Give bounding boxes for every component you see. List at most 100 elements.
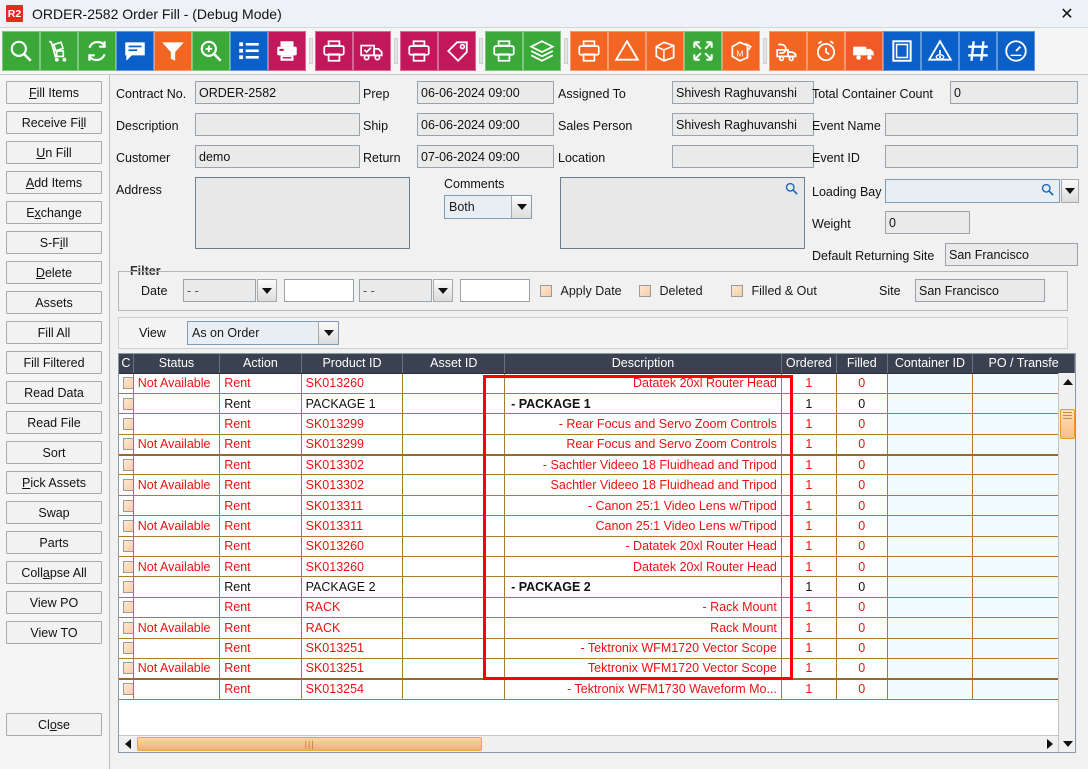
sidebar-item-un-fill[interactable]: Un Fill: [6, 141, 102, 164]
sidebar-item-pick-assets[interactable]: Pick Assets: [6, 471, 102, 494]
table-row[interactable]: Rent SK013311 - Canon 25:1 Video Lens w/Tr…: [119, 495, 1075, 517]
vertical-scroll-thumb[interactable]: [1060, 409, 1075, 439]
loading-bay-chevron-down-icon[interactable]: [1061, 179, 1079, 203]
weight-input[interactable]: 0: [885, 211, 970, 234]
vertical-scrollbar[interactable]: [1058, 373, 1075, 752]
scroll-down-icon[interactable]: [1059, 735, 1075, 752]
sidebar-item-exchange[interactable]: Exchange: [6, 201, 102, 224]
search-icon[interactable]: [1040, 182, 1059, 200]
scroll-right-icon[interactable]: [1041, 735, 1058, 752]
book-icon[interactable]: [883, 31, 921, 71]
date-from-chevron-down-icon[interactable]: [257, 279, 277, 302]
expand-arrows-icon[interactable]: [684, 31, 722, 71]
row-checkbox[interactable]: [119, 576, 134, 598]
refresh-icon[interactable]: [78, 31, 116, 71]
total-container-count-input[interactable]: 0: [950, 81, 1078, 104]
layers-icon[interactable]: [523, 31, 561, 71]
table-row[interactable]: Not Available Rent SK013251 Tektronix WFM17…: [119, 658, 1075, 680]
table-row[interactable]: Not Available Rent RACK Rack Mount 1 0: [119, 617, 1075, 639]
row-checkbox[interactable]: [119, 658, 134, 680]
row-checkbox[interactable]: [119, 373, 134, 394]
table-row[interactable]: Not Available Rent SK013299 Rear Focus and …: [119, 434, 1075, 456]
print-warning-icon[interactable]: [570, 31, 608, 71]
close-icon[interactable]: ✕: [1060, 6, 1074, 23]
sidebar-item-view-po[interactable]: View PO: [6, 591, 102, 614]
customer-input[interactable]: demo: [195, 145, 360, 168]
table-row[interactable]: Rent SK013254 - Tektronix WFM1730 Waveform…: [119, 678, 1075, 700]
gauge-icon[interactable]: [997, 31, 1035, 71]
comments-textarea[interactable]: [560, 177, 805, 249]
box-manifest-icon[interactable]: M: [722, 31, 760, 71]
box-open-icon[interactable]: [646, 31, 684, 71]
scroll-up-icon[interactable]: [1059, 373, 1075, 390]
date-from-input[interactable]: - -: [183, 279, 256, 302]
table-row[interactable]: Rent SK013302 - Sachtler Videeo 18 Fluidhe…: [119, 454, 1075, 476]
sidebar-item-fill-filtered[interactable]: Fill Filtered: [6, 351, 102, 374]
row-checkbox[interactable]: [119, 515, 134, 537]
location-input[interactable]: [672, 145, 814, 168]
column-header-product-id[interactable]: Product ID: [301, 354, 404, 374]
row-checkbox[interactable]: [119, 495, 134, 517]
sidebar-item-s-fill[interactable]: S-Fill: [6, 231, 102, 254]
loading-bay-select[interactable]: [885, 179, 1060, 203]
sidebar-item-read-file[interactable]: Read File: [6, 411, 102, 434]
hash-icon[interactable]: [959, 31, 997, 71]
horizontal-scrollbar[interactable]: |||: [119, 735, 1058, 752]
sidebar-item-collapse-all[interactable]: Collapse All: [6, 561, 102, 584]
sidebar-item-receive-fill[interactable]: Receive Fill: [6, 111, 102, 134]
row-checkbox[interactable]: [119, 454, 134, 476]
column-header-filled[interactable]: Filled: [836, 354, 888, 374]
checkbox-box[interactable]: [731, 285, 743, 297]
site-input[interactable]: San Francisco: [915, 279, 1045, 302]
time-to-input[interactable]: [460, 279, 530, 302]
address-textarea[interactable]: [195, 177, 410, 249]
column-header-po-transfer[interactable]: PO / Transfe: [972, 354, 1075, 374]
column-header-action[interactable]: Action: [219, 354, 302, 374]
sales-person-input[interactable]: Shivesh Raghuvanshi: [672, 113, 814, 136]
table-row[interactable]: Not Available Rent SK013260 Datatek 20xl Ro…: [119, 373, 1075, 394]
description-input[interactable]: [195, 113, 360, 136]
table-row[interactable]: Rent SK013251 - Tektronix WFM1720 Vector S…: [119, 638, 1075, 659]
row-checkbox[interactable]: [119, 597, 134, 619]
event-id-input[interactable]: [885, 145, 1078, 168]
sidebar-item-assets[interactable]: Assets: [6, 291, 102, 314]
column-header-ordered[interactable]: Ordered: [781, 354, 837, 374]
table-row[interactable]: Not Available Rent SK013311 Canon 25:1 Vide…: [119, 515, 1075, 537]
ship-input[interactable]: 06-06-2024 09:00: [417, 113, 554, 136]
contract-no-input[interactable]: ORDER-2582: [195, 81, 360, 104]
row-checkbox[interactable]: [119, 393, 134, 415]
truck-return-icon[interactable]: [769, 31, 807, 71]
warning-triangle-icon[interactable]: [608, 31, 646, 71]
comment-icon[interactable]: [116, 31, 154, 71]
assigned-to-input[interactable]: Shivesh Raghuvanshi: [672, 81, 814, 104]
event-name-input[interactable]: [885, 113, 1078, 136]
prep-input[interactable]: 06-06-2024 09:00: [417, 81, 554, 104]
default-returning-site-input[interactable]: San Francisco: [945, 243, 1078, 266]
delivery-cart-icon[interactable]: [40, 31, 78, 71]
table-row[interactable]: Not Available Rent SK013260 Datatek 20xl Ro…: [119, 556, 1075, 578]
print-ticket-icon[interactable]: [315, 31, 353, 71]
row-checkbox[interactable]: [119, 556, 134, 578]
row-checkbox[interactable]: [119, 638, 134, 659]
apply-date-checkbox[interactable]: Apply Date: [540, 284, 622, 298]
time-from-input[interactable]: [284, 279, 354, 302]
filled-out-checkbox[interactable]: Filled & Out: [731, 284, 817, 298]
row-checkbox[interactable]: [119, 617, 134, 639]
column-header-description[interactable]: Description: [504, 354, 782, 374]
sidebar-item-swap[interactable]: Swap: [6, 501, 102, 524]
sidebar-item-sort[interactable]: Sort: [6, 441, 102, 464]
row-checkbox[interactable]: [119, 434, 134, 456]
filter-icon[interactable]: [154, 31, 192, 71]
chevron-down-icon[interactable]: [318, 322, 338, 344]
zoom-in-icon[interactable]: [192, 31, 230, 71]
chevron-down-icon[interactable]: [511, 196, 531, 218]
items-grid[interactable]: C Status Action Product ID Asset ID Desc…: [118, 353, 1076, 753]
search-icon[interactable]: [784, 181, 799, 199]
list-icon[interactable]: [230, 31, 268, 71]
print-label-icon[interactable]: [400, 31, 438, 71]
search-icon[interactable]: [2, 31, 40, 71]
row-checkbox[interactable]: [119, 474, 134, 496]
sidebar-item-parts[interactable]: Parts: [6, 531, 102, 554]
